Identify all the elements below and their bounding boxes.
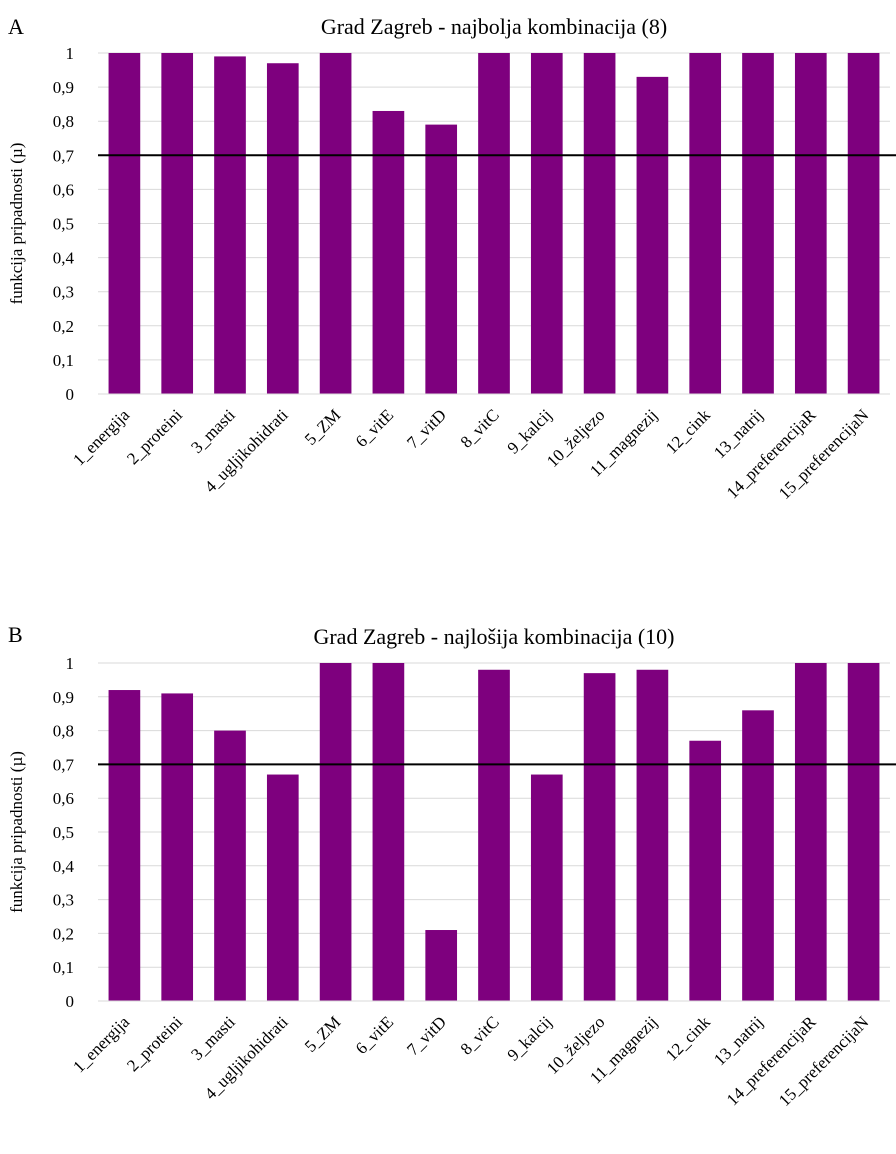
y-tick-label: 0 <box>66 992 75 1011</box>
y-tick-label: 0,7 <box>53 755 75 774</box>
x-tick-label: 15_preferencijaN <box>775 405 873 503</box>
y-tick-label: 0,8 <box>53 722 74 741</box>
bar-2_proteini <box>161 693 194 1001</box>
chart-title: Grad Zagreb - najbolja kombinacija (8) <box>321 14 667 39</box>
bar-2_proteini <box>161 53 194 394</box>
chart-panel-b: B Grad Zagreb - najlošija kombinacija (1… <box>0 612 896 1154</box>
bar-5_ZM <box>319 53 352 394</box>
bar-3_masti <box>214 56 246 394</box>
x-tick-label: 7_vitD <box>403 405 450 452</box>
y-tick-label: 0,7 <box>53 146 75 165</box>
y-tick-label: 0,3 <box>53 891 74 910</box>
panel-label: A <box>8 14 24 39</box>
y-tick-label: 1 <box>66 44 75 63</box>
bar-1_energija <box>108 690 141 1001</box>
y-tick-label: 0,4 <box>53 249 75 268</box>
bar-9_kalcij <box>530 774 563 1001</box>
bar-13_natrij <box>742 53 774 394</box>
x-tick-label: 6_vitE <box>352 1012 397 1057</box>
x-tick-label: 15_preferencijaN <box>775 1012 873 1110</box>
y-tick-label: 0,4 <box>53 857 75 876</box>
bar-14_preferencijaR <box>794 663 827 1001</box>
y-tick-label: 0,1 <box>53 351 74 370</box>
bar-14_preferencijaR <box>794 53 827 394</box>
x-tick-label: 3_masti <box>187 405 239 457</box>
panel-label: B <box>8 622 23 647</box>
bar-13_natrij <box>742 710 774 1001</box>
bar-4_ugljikohidrati <box>266 774 299 1001</box>
x-tick-label: 5_ZM <box>301 405 344 448</box>
bar-8_vitC <box>478 53 510 394</box>
y-tick-label: 1 <box>66 654 75 673</box>
x-tick-label: 12_cink <box>662 405 715 458</box>
y-axis-label: funkcija pripadnosti (µ) <box>7 751 26 913</box>
chart-title: Grad Zagreb - najlošija kombinacija (10) <box>313 624 674 649</box>
x-tick-label: 8_vitC <box>457 1012 503 1058</box>
y-tick-label: 0 <box>66 385 75 404</box>
bar-8_vitC <box>478 669 510 1001</box>
x-tick-label: 3_masti <box>187 1012 239 1064</box>
bar-12_cink <box>689 53 722 394</box>
bar-7_vitD <box>425 124 458 395</box>
y-tick-label: 0,1 <box>53 958 74 977</box>
y-tick-label: 0,5 <box>53 215 74 234</box>
bar-10_željezo <box>583 673 616 1001</box>
bar-10_željezo <box>583 53 616 394</box>
x-tick-label: 2_proteini <box>123 1012 186 1075</box>
bar-9_kalcij <box>530 53 563 394</box>
x-tick-label: 6_vitE <box>352 405 397 450</box>
bar-7_vitD <box>425 930 458 1001</box>
y-tick-label: 0,5 <box>53 823 74 842</box>
y-axis-label: funkcija pripadnosti (µ) <box>7 143 26 305</box>
bar-15_preferencijaN <box>847 663 880 1001</box>
x-tick-label: 7_vitD <box>403 1012 450 1059</box>
x-tick-label: 9_kalcij <box>503 405 555 457</box>
x-tick-label: 1_energija <box>69 405 133 469</box>
bar-6_vitE <box>372 110 405 394</box>
y-tick-label: 0,2 <box>53 924 74 943</box>
x-tick-label: 9_kalcij <box>503 1012 555 1064</box>
y-tick-label: 0,3 <box>53 283 74 302</box>
bar-chart-a: Grad Zagreb - najbolja kombinacija (8) 0 0… <box>7 14 896 503</box>
bar-11_magnezij <box>636 76 669 395</box>
y-tick-label: 0,9 <box>53 688 74 707</box>
bar-5_ZM <box>319 663 352 1001</box>
y-tick-label: 0,9 <box>53 78 74 97</box>
x-tick-label: 14_preferencijaR <box>723 1012 820 1109</box>
bar-3_masti <box>214 730 246 1001</box>
x-tick-label: 5_ZM <box>301 1012 344 1055</box>
x-tick-label: 14_preferencijaR <box>723 405 820 502</box>
y-tick-label: 0,2 <box>53 317 74 336</box>
bar-12_cink <box>689 740 722 1001</box>
x-tick-label: 8_vitC <box>457 405 503 451</box>
x-tick-label: 1_energija <box>69 1012 133 1076</box>
chart-panel-a: A Grad Zagreb - najbolja kombinacija (8)… <box>0 0 896 560</box>
y-tick-label: 0,6 <box>53 789 74 808</box>
bar-6_vitE <box>372 663 405 1001</box>
bar-1_energija <box>108 53 141 394</box>
x-tick-label: 12_cink <box>662 1012 715 1065</box>
y-tick-label: 0,8 <box>53 112 74 131</box>
bar-chart-b: Grad Zagreb - najlošija kombinacija (10)… <box>7 624 896 1110</box>
y-tick-label: 0,6 <box>53 180 74 199</box>
bar-15_preferencijaN <box>847 53 880 394</box>
bar-4_ugljikohidrati <box>266 63 299 394</box>
bar-11_magnezij <box>636 669 669 1001</box>
x-tick-label: 2_proteini <box>123 405 186 468</box>
